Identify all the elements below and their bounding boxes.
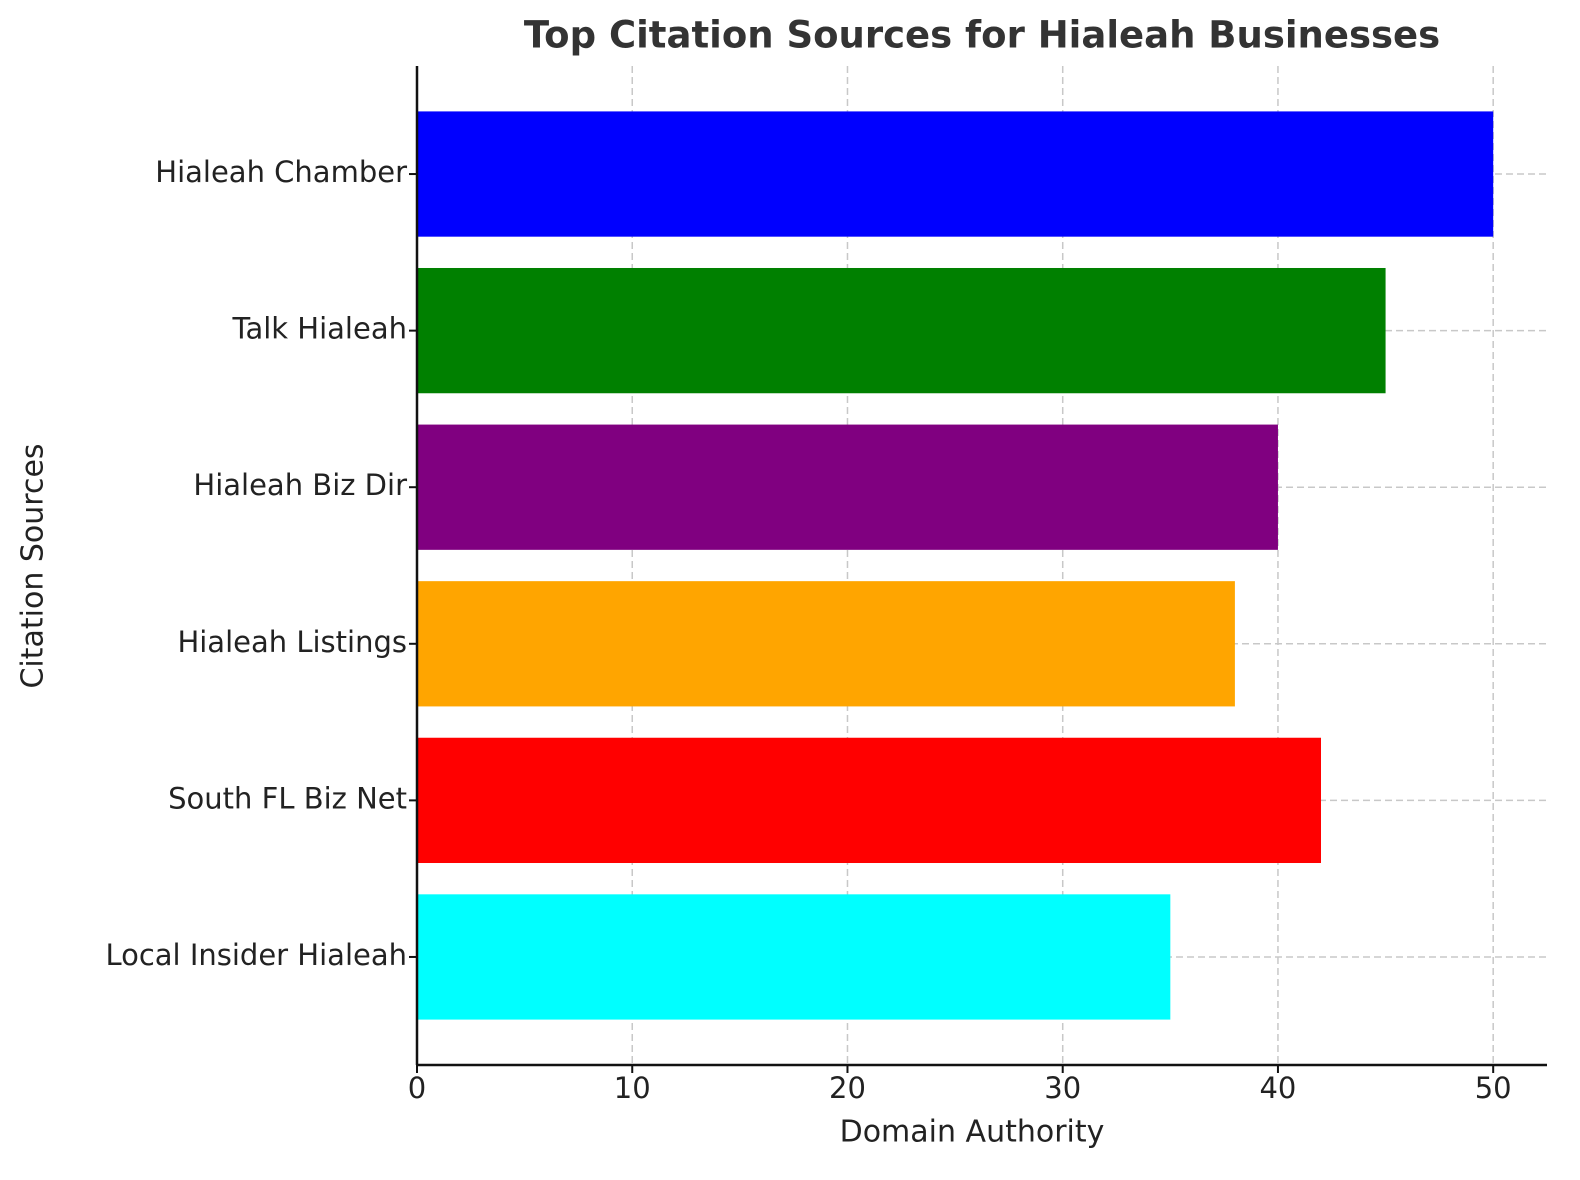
chart-title: Top Citation Sources for Hialeah Busines…	[524, 14, 1440, 57]
x-tick-label: 50	[1475, 1071, 1512, 1105]
bar	[417, 111, 1494, 237]
y-tick-label: Talk Hialeah	[232, 312, 407, 346]
x-tick-label: 20	[829, 1071, 866, 1105]
bar	[417, 894, 1171, 1020]
x-tick-label: 30	[1044, 1071, 1081, 1105]
bar	[417, 581, 1235, 707]
bar	[417, 267, 1386, 394]
bar	[417, 737, 1321, 864]
x-tick-label: 10	[614, 1071, 651, 1105]
y-tick-label: Hialeah Chamber	[155, 155, 407, 189]
x-axis-label: Domain Authority	[840, 1115, 1105, 1150]
y-axis-label: Citation Sources	[16, 443, 51, 688]
y-tick-label: Hialeah Biz Dir	[193, 468, 407, 502]
bar	[417, 424, 1278, 550]
y-tick-label: Local Insider Hialeah	[105, 938, 407, 972]
x-tick-label: 40	[1259, 1071, 1296, 1105]
x-tick-label: 0	[408, 1071, 426, 1105]
y-tick-label: Hialeah Listings	[177, 625, 407, 659]
y-tick-label: South FL Biz Net	[168, 781, 407, 815]
